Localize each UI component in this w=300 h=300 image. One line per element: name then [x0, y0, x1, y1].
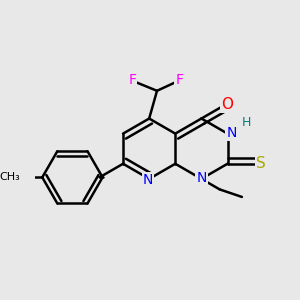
Text: O: O	[221, 97, 233, 112]
Text: N: N	[196, 171, 207, 185]
Text: CH₃: CH₃	[0, 172, 20, 182]
Text: F: F	[175, 73, 183, 87]
Text: N: N	[226, 126, 237, 140]
Text: F: F	[128, 73, 136, 87]
Text: H: H	[242, 116, 251, 128]
Text: N: N	[143, 173, 153, 187]
Text: S: S	[256, 156, 266, 171]
